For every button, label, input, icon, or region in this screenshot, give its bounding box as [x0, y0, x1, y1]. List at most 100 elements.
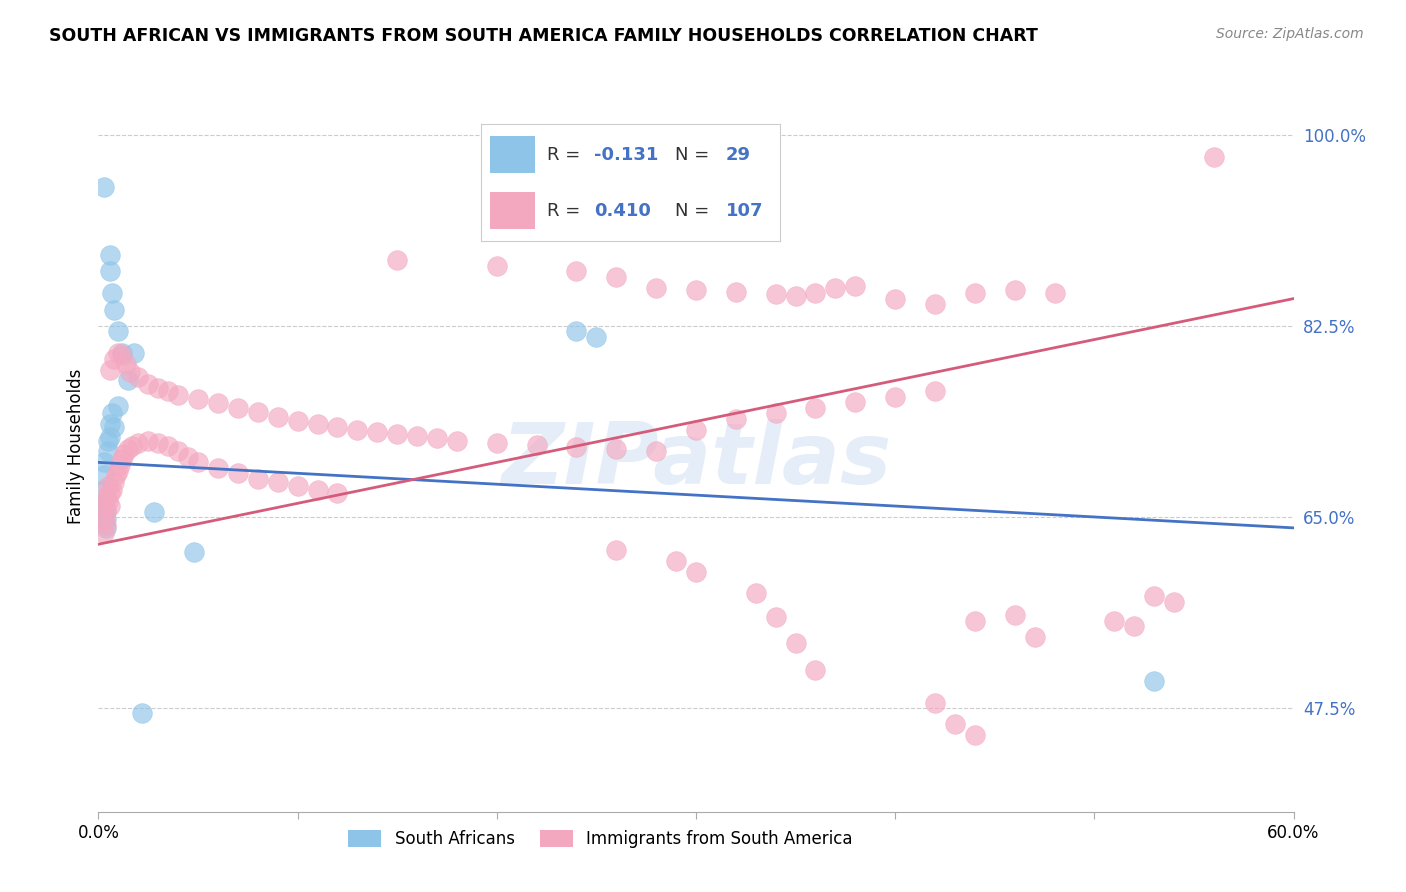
Point: [267, 409, 290, 424]
Point: [385, 253, 409, 268]
Point: [724, 285, 747, 299]
Point: [207, 460, 229, 475]
Point: [148, 381, 170, 395]
Point: [924, 297, 946, 311]
Point: [167, 444, 190, 458]
Point: [117, 374, 139, 388]
Point: [167, 387, 190, 401]
Point: [103, 420, 125, 434]
Point: [96, 503, 118, 517]
Point: [724, 411, 747, 425]
Point: [844, 278, 866, 293]
Point: [103, 351, 125, 366]
Point: [785, 289, 807, 303]
Point: [246, 405, 269, 419]
Point: [93, 180, 115, 194]
Point: [884, 390, 907, 404]
Point: [485, 435, 508, 450]
Point: [1163, 595, 1185, 609]
Point: [605, 269, 627, 284]
Point: [127, 435, 149, 450]
Point: [112, 447, 135, 461]
Point: [157, 384, 180, 399]
Point: [107, 346, 129, 360]
Point: [246, 472, 269, 486]
Point: [111, 452, 134, 467]
Point: [207, 396, 229, 410]
Point: [115, 357, 138, 371]
Point: [93, 526, 115, 541]
Point: [93, 455, 115, 469]
Point: [685, 283, 707, 297]
Point: [97, 479, 120, 493]
Point: [226, 401, 249, 415]
Point: [406, 429, 429, 443]
Point: [1123, 619, 1146, 633]
Point: [745, 586, 768, 600]
Point: [97, 444, 120, 458]
Point: [665, 554, 688, 568]
Point: [685, 565, 707, 579]
Point: [105, 468, 128, 483]
Point: [101, 483, 124, 497]
Point: [187, 455, 209, 469]
Point: [785, 635, 807, 649]
Point: [110, 458, 132, 472]
Point: [103, 302, 125, 317]
Point: [824, 281, 846, 295]
Point: [605, 542, 627, 557]
Point: [326, 420, 349, 434]
Point: [136, 376, 159, 391]
Point: [565, 264, 588, 278]
Point: [96, 504, 118, 518]
Point: [804, 286, 827, 301]
Y-axis label: Family Households: Family Households: [66, 368, 84, 524]
Point: [98, 264, 122, 278]
Point: [943, 717, 966, 731]
Point: [121, 439, 143, 453]
Point: [1004, 608, 1026, 623]
Point: [177, 450, 200, 464]
Point: [485, 259, 508, 273]
Point: [107, 399, 129, 413]
Point: [645, 281, 668, 295]
Point: [963, 728, 986, 742]
Point: [96, 521, 118, 535]
Point: [1143, 673, 1166, 688]
Point: [605, 442, 627, 457]
Point: [645, 444, 668, 458]
Point: [765, 287, 787, 301]
Point: [1043, 286, 1066, 301]
Point: [97, 434, 120, 448]
Point: [924, 696, 946, 710]
Point: [98, 499, 122, 513]
Point: [267, 475, 290, 489]
Point: [98, 248, 122, 262]
Point: [107, 464, 129, 478]
Point: [97, 493, 120, 508]
Point: [1104, 614, 1126, 628]
Point: [93, 513, 115, 527]
Point: [804, 401, 827, 415]
Point: [111, 348, 134, 362]
Point: [111, 346, 134, 360]
Text: SOUTH AFRICAN VS IMMIGRANTS FROM SOUTH AMERICA FAMILY HOUSEHOLDS CORRELATION CHA: SOUTH AFRICAN VS IMMIGRANTS FROM SOUTH A…: [49, 27, 1038, 45]
Text: ZIPatlas: ZIPatlas: [501, 419, 891, 502]
Point: [98, 417, 122, 432]
Point: [1004, 283, 1026, 297]
Point: [187, 392, 209, 406]
Point: [326, 486, 349, 500]
Point: [346, 423, 368, 437]
Point: [426, 431, 449, 445]
Point: [98, 430, 122, 444]
Point: [585, 330, 607, 344]
Point: [131, 706, 153, 721]
Point: [765, 610, 787, 624]
Point: [148, 435, 170, 450]
Point: [1202, 150, 1225, 164]
Point: [93, 483, 115, 497]
Point: [120, 365, 142, 379]
Point: [963, 614, 986, 628]
Point: [963, 286, 986, 301]
Point: [107, 324, 129, 338]
